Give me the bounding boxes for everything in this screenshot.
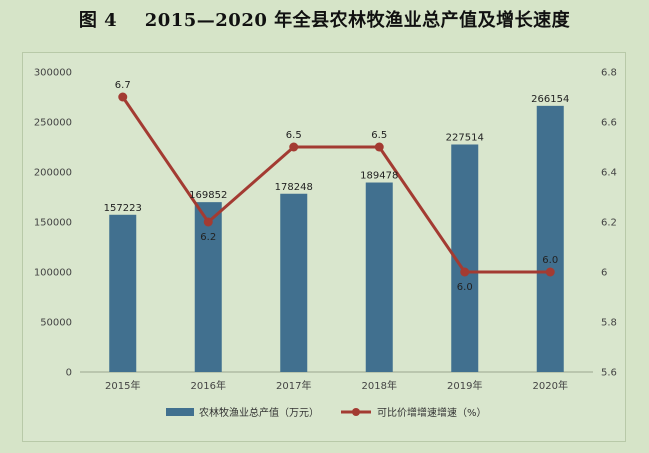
legend-bar-label: 农林牧渔业总产值（万元） (199, 406, 319, 419)
bar-value-label: 178248 (275, 182, 313, 193)
y-right-tick-label: 6.8 (601, 68, 617, 79)
y-right-tick-label: 5.6 (601, 368, 617, 379)
figure-number: 图 4 (78, 10, 118, 31)
y-left-tick-label: 250000 (34, 118, 72, 129)
bar-value-label: 189478 (360, 171, 398, 182)
bar (109, 214, 137, 372)
bar-value-label: 227514 (446, 132, 484, 143)
line-value-label: 6.0 (457, 282, 473, 293)
legend-line-label: 可比价增增速增速（%） (377, 406, 487, 419)
y-left-tick-label: 100000 (34, 268, 72, 279)
x-tick-label: 2018年 (362, 379, 397, 392)
figure-title: 图 4 2015—2020 年全县农林牧渔业总产值及增长速度 (0, 6, 649, 32)
bar-value-label: 266154 (531, 94, 569, 105)
bar (365, 182, 393, 372)
x-tick-label: 2019年 (447, 379, 482, 392)
x-tick-label: 2015年 (105, 379, 140, 392)
bar (280, 193, 308, 372)
y-left-tick-label: 300000 (34, 68, 72, 79)
line-point (545, 267, 555, 277)
x-tick-label: 2017年 (276, 379, 311, 392)
growth-line (121, 96, 551, 274)
y-left-tick-label: 200000 (34, 168, 72, 179)
y-right-tick-label: 6 (601, 268, 607, 279)
y-left-tick-label: 50000 (40, 318, 72, 329)
bar-value-label: 157223 (104, 203, 142, 214)
legend-bar-swatch (166, 408, 194, 416)
y-right-tick-label: 6.6 (601, 118, 617, 129)
chart-panel: 0 50000 100000 150000 200000 250000 300000 5.6 5… (22, 52, 626, 442)
y-right-tick-label: 5.8 (601, 318, 617, 329)
line-point (118, 92, 128, 102)
y-right-tick-label: 6.4 (601, 168, 617, 179)
y-left-tick-label: 150000 (34, 218, 72, 229)
line-point (374, 142, 384, 152)
combo-chart: 0 50000 100000 150000 200000 250000 300000 5.6 5… (34, 68, 617, 420)
x-tick-label: 2016年 (191, 379, 226, 392)
bar (536, 105, 564, 372)
y-right-tick-label: 6.2 (601, 218, 617, 229)
line-value-label: 6.0 (542, 255, 558, 266)
line-point (203, 217, 213, 227)
bar (194, 202, 222, 372)
legend-line-marker (352, 408, 360, 416)
line-value-label: 6.5 (286, 130, 302, 141)
line-point (460, 267, 470, 277)
bar-value-label: 169852 (189, 190, 227, 201)
y-left-tick-label: 0 (66, 368, 72, 379)
x-tick-label: 2020年 (533, 379, 568, 392)
figure-title-text: 2015—2020 年全县农林牧渔业总产值及增长速度 (144, 10, 571, 31)
line-point (289, 142, 299, 152)
line-value-label: 6.5 (371, 130, 387, 141)
line-value-label: 6.7 (115, 80, 131, 91)
line-value-label: 6.2 (200, 232, 216, 243)
